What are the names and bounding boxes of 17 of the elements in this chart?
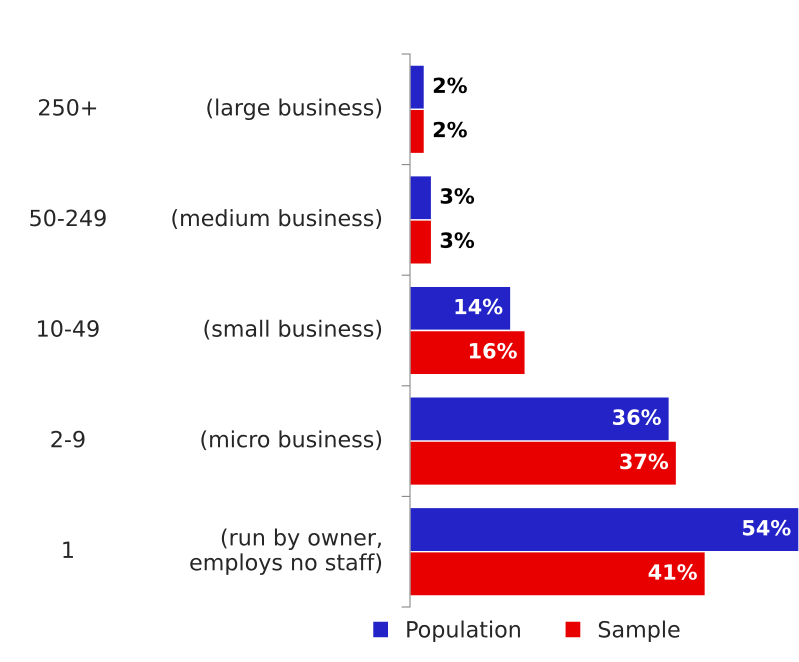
data-label: 37% (620, 454, 668, 470)
data-label: 41% (648, 564, 697, 580)
category-label: 2-9 (micro business) (51, 430, 382, 450)
legend-label: Population (407, 620, 520, 642)
data-label: 3% (440, 188, 474, 204)
data-label: 16% (470, 342, 517, 359)
category-label: 50-249 (medium business) (30, 209, 382, 229)
category-label: 1 (run by owner, employs no staff) (63, 528, 382, 575)
data-label: 2% (434, 77, 467, 94)
data-label: 3% (440, 232, 474, 248)
data-label: 14% (456, 298, 502, 314)
category-label: 250+ (large business) (39, 98, 382, 120)
data-label: 2% (434, 122, 467, 138)
category-label: 10-49 (small business) (38, 320, 382, 340)
data-label: 36% (613, 409, 661, 426)
legend-label: Sample (598, 620, 680, 642)
data-label: 54% (742, 520, 791, 536)
